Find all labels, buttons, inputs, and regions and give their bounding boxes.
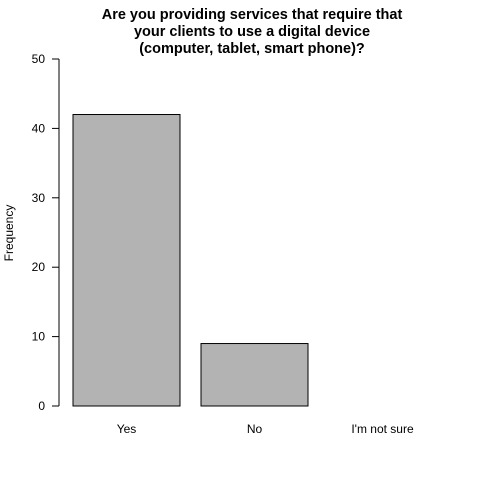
chart-title-line-1: Are you providing services that require … [102, 7, 403, 23]
y-tick-label: 10 [32, 330, 46, 344]
x-tick-label: I'm not sure [351, 422, 414, 436]
bar [73, 115, 180, 406]
y-axis-label: Frequency [2, 205, 16, 262]
y-axis: 0 10 20 30 40 50 [32, 52, 59, 413]
chart-title-line-3: (computer, tablet, smart phone)? [139, 41, 365, 57]
y-tick-label: 30 [32, 191, 46, 205]
y-tick-label: 20 [32, 260, 46, 274]
y-tick-label: 50 [32, 52, 46, 66]
y-tick-label: 0 [38, 399, 45, 413]
bar [201, 344, 308, 406]
chart-title: Are you providing services that require … [102, 7, 403, 57]
x-tick-label: Yes [117, 422, 137, 436]
chart-title-line-2: your clients to use a digital device [134, 24, 370, 40]
bars [73, 115, 308, 406]
x-tick-label: No [247, 422, 263, 436]
y-tick-label: 40 [32, 121, 46, 135]
x-tick-labels: Yes No I'm not sure [117, 422, 414, 436]
